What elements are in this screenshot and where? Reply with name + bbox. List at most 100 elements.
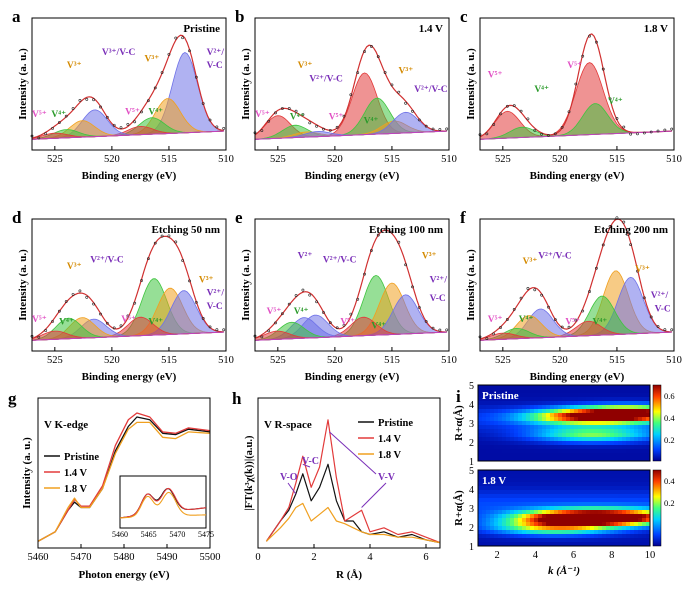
x-tick-label: 6 bbox=[571, 550, 576, 561]
heat-cell bbox=[522, 534, 527, 539]
data-point bbox=[601, 243, 605, 247]
heat-cell bbox=[614, 437, 619, 442]
heat-cell bbox=[574, 486, 579, 491]
heat-cell bbox=[646, 522, 651, 527]
heat-cell bbox=[490, 445, 495, 450]
heat-cell bbox=[498, 490, 503, 495]
heat-cell bbox=[610, 502, 615, 507]
peak-label: V⁴⁺ bbox=[290, 113, 305, 123]
heat-cell bbox=[626, 421, 631, 426]
heat-cell bbox=[562, 453, 567, 458]
heat-cell bbox=[566, 433, 571, 438]
data-point bbox=[349, 312, 353, 316]
heat-cell bbox=[550, 510, 555, 515]
heat-cell bbox=[602, 453, 607, 458]
heat-cell bbox=[618, 401, 623, 406]
heat-cell bbox=[486, 437, 491, 442]
heat-cell bbox=[582, 514, 587, 519]
x-tick-label: 525 bbox=[47, 154, 63, 165]
peak-label: V²⁺/V-C bbox=[309, 74, 343, 84]
heat-cell bbox=[526, 453, 531, 458]
data-point bbox=[112, 326, 116, 330]
heat-cell bbox=[478, 389, 483, 394]
y-axis-label: Intensity (a. u.) bbox=[465, 249, 477, 321]
background-line bbox=[31, 130, 224, 140]
heat-cell bbox=[626, 413, 631, 418]
heat-cell bbox=[614, 409, 619, 414]
heat-cell bbox=[502, 486, 507, 491]
heat-cell bbox=[614, 449, 619, 454]
heat-cell bbox=[530, 421, 535, 426]
heat-cell bbox=[490, 514, 495, 519]
heat-cell bbox=[622, 445, 627, 450]
heat-cell bbox=[566, 482, 571, 487]
colorbar-tick-label: 0.2 bbox=[664, 498, 675, 508]
heat-cell bbox=[506, 457, 511, 462]
heat-cell bbox=[622, 474, 627, 479]
heat-cell bbox=[586, 542, 591, 547]
heat-cell bbox=[510, 514, 515, 519]
heat-cell bbox=[506, 530, 511, 535]
data-point bbox=[64, 300, 68, 303]
heat-cell bbox=[574, 445, 579, 450]
heat-cell bbox=[538, 542, 543, 547]
heat-cell bbox=[618, 441, 623, 446]
heat-cell bbox=[518, 433, 523, 438]
y-tick-label: 1 bbox=[469, 542, 474, 553]
data-point bbox=[133, 120, 137, 124]
heat-cell bbox=[574, 425, 579, 430]
heat-cell bbox=[570, 421, 575, 426]
heat-cell bbox=[514, 518, 519, 523]
data-point bbox=[188, 49, 191, 53]
x-axis-label: Binding energy (eV) bbox=[82, 371, 177, 383]
heat-cell bbox=[530, 506, 535, 511]
heat-cell bbox=[506, 506, 511, 511]
heat-cell bbox=[598, 417, 603, 422]
heat-cell bbox=[514, 494, 519, 499]
heat-cell bbox=[642, 470, 647, 475]
heat-cell bbox=[606, 457, 611, 462]
heat-cell bbox=[618, 474, 623, 479]
heat-cell bbox=[570, 486, 575, 491]
data-point bbox=[588, 34, 591, 38]
heat-cell bbox=[538, 502, 543, 507]
heat-cell bbox=[630, 494, 635, 499]
heat-cell bbox=[562, 486, 567, 491]
plot-frame bbox=[254, 17, 450, 151]
data-point bbox=[260, 129, 264, 133]
heat-cell bbox=[490, 385, 495, 390]
x-tick-label: 525 bbox=[270, 355, 286, 366]
heat-cell bbox=[566, 421, 571, 426]
data-point bbox=[167, 52, 171, 56]
heat-cell bbox=[506, 425, 511, 430]
heat-cell bbox=[642, 498, 647, 503]
heat-cell bbox=[510, 478, 515, 483]
heat-cell bbox=[566, 449, 571, 454]
data-point bbox=[424, 124, 428, 128]
heat-cell bbox=[614, 490, 619, 495]
heat-cell bbox=[610, 437, 615, 442]
heat-cell bbox=[482, 421, 487, 426]
heat-cell bbox=[482, 397, 487, 402]
heat-cell bbox=[562, 397, 567, 402]
heat-cell bbox=[582, 474, 587, 479]
heat-cell bbox=[534, 470, 539, 475]
heat-cell bbox=[478, 453, 483, 458]
data-point bbox=[492, 123, 496, 126]
heat-cell bbox=[626, 389, 631, 394]
heat-cell bbox=[554, 498, 559, 503]
heat-cell bbox=[626, 482, 631, 487]
heat-cell bbox=[542, 494, 547, 499]
heat-cell bbox=[638, 518, 643, 523]
heat-cell bbox=[642, 514, 647, 519]
y-axis-label: |FT(k³χ(k))|(a.u.) bbox=[244, 435, 255, 511]
heat-cell bbox=[534, 510, 539, 515]
heat-cell bbox=[526, 389, 531, 394]
heat-cell bbox=[646, 498, 651, 503]
peak-label: V⁵⁺ bbox=[565, 318, 580, 328]
heat-cell bbox=[626, 506, 631, 511]
heat-cell bbox=[594, 397, 599, 402]
heat-cell bbox=[586, 470, 591, 475]
heat-cell bbox=[482, 506, 487, 511]
